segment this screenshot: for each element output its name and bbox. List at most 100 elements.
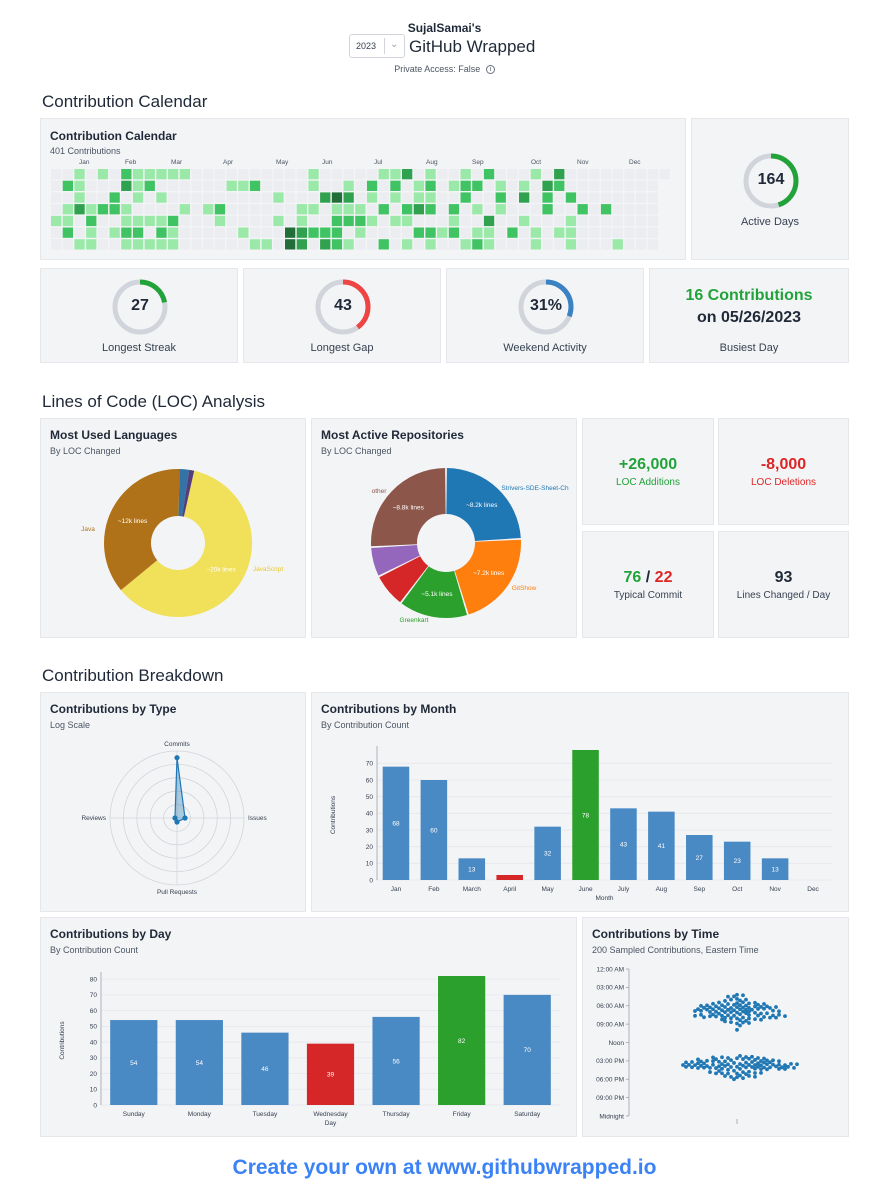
calendar-day-cell[interactable] <box>589 192 600 203</box>
time-sample-point[interactable] <box>717 1059 721 1064</box>
calendar-day-cell[interactable] <box>378 215 389 227</box>
time-sample-point[interactable] <box>717 1064 721 1069</box>
calendar-day-cell[interactable] <box>507 180 518 191</box>
calendar-day-cell[interactable] <box>413 169 424 180</box>
calendar-day-cell[interactable] <box>144 215 155 227</box>
calendar-day-cell[interactable] <box>647 180 658 191</box>
time-sample-point[interactable] <box>729 1016 733 1021</box>
calendar-day-cell[interactable] <box>156 180 167 191</box>
calendar-day-cell[interactable] <box>425 227 436 238</box>
time-sample-point[interactable] <box>714 1004 718 1009</box>
calendar-day-cell[interactable] <box>109 180 120 191</box>
calendar-day-cell[interactable] <box>320 215 331 227</box>
bar[interactable] <box>648 811 675 880</box>
calendar-day-cell[interactable] <box>437 180 448 191</box>
time-sample-point[interactable] <box>753 1071 757 1075</box>
calendar-day-cell[interactable] <box>589 180 600 191</box>
time-sample-point[interactable] <box>726 1007 730 1012</box>
bar[interactable] <box>438 976 486 1105</box>
time-sample-point[interactable] <box>753 1017 757 1022</box>
calendar-day-cell[interactable] <box>343 169 354 180</box>
calendar-day-cell[interactable] <box>519 215 530 227</box>
time-sample-point[interactable] <box>735 1016 739 1021</box>
radar-point[interactable] <box>182 815 188 821</box>
calendar-day-cell[interactable] <box>425 169 436 180</box>
calendar-day-cell[interactable] <box>390 204 401 215</box>
calendar-day-cell[interactable] <box>530 169 541 180</box>
calendar-day-cell[interactable] <box>355 239 366 250</box>
calendar-day-cell[interactable] <box>179 227 190 238</box>
time-sample-point[interactable] <box>735 992 739 997</box>
calendar-day-cell[interactable] <box>565 192 577 203</box>
time-sample-point[interactable] <box>762 1002 766 1006</box>
calendar-day-cell[interactable] <box>74 169 85 180</box>
time-sample-point[interactable] <box>723 1005 727 1009</box>
time-sample-point[interactable] <box>720 1017 724 1022</box>
time-sample-point[interactable] <box>771 1058 775 1063</box>
time-sample-point[interactable] <box>744 1018 748 1023</box>
calendar-day-cell[interactable] <box>308 180 319 191</box>
calendar-day-cell[interactable] <box>460 215 471 227</box>
time-sample-point[interactable] <box>741 1063 745 1068</box>
calendar-day-cell[interactable] <box>121 180 132 191</box>
calendar-day-cell[interactable] <box>402 215 413 227</box>
calendar-day-cell[interactable] <box>320 180 331 191</box>
calendar-day-cell[interactable] <box>62 239 73 250</box>
calendar-day-cell[interactable] <box>168 215 179 227</box>
calendar-day-cell[interactable] <box>62 169 73 180</box>
time-sample-point[interactable] <box>735 1064 739 1069</box>
calendar-day-cell[interactable] <box>554 180 565 191</box>
calendar-day-cell[interactable] <box>355 227 366 238</box>
time-sample-point[interactable] <box>759 1067 763 1072</box>
calendar-day-cell[interactable] <box>273 192 284 203</box>
calendar-day-cell[interactable] <box>460 180 471 191</box>
donut-slice[interactable] <box>371 468 446 547</box>
calendar-day-cell[interactable] <box>483 239 495 250</box>
time-sample-point[interactable] <box>729 1020 733 1025</box>
calendar-day-cell[interactable] <box>132 239 144 250</box>
calendar-day-cell[interactable] <box>249 239 261 250</box>
calendar-day-cell[interactable] <box>565 239 577 250</box>
calendar-day-cell[interactable] <box>121 239 132 250</box>
calendar-day-cell[interactable] <box>249 169 261 180</box>
calendar-day-cell[interactable] <box>226 227 237 238</box>
bar[interactable] <box>496 875 523 880</box>
time-sample-point[interactable] <box>768 1015 772 1020</box>
time-sample-point[interactable] <box>753 1000 757 1005</box>
calendar-day-cell[interactable] <box>589 169 600 180</box>
time-sample-point[interactable] <box>702 1005 706 1010</box>
time-sample-point[interactable] <box>726 1071 730 1076</box>
calendar-day-cell[interactable] <box>366 192 378 203</box>
time-sample-point[interactable] <box>753 1066 757 1071</box>
calendar-day-cell[interactable] <box>331 227 343 238</box>
calendar-day-cell[interactable] <box>261 239 272 250</box>
time-sample-point[interactable] <box>780 1065 784 1070</box>
calendar-day-cell[interactable] <box>109 239 120 250</box>
calendar-day-cell[interactable] <box>624 180 635 191</box>
time-sample-point[interactable] <box>759 1063 763 1068</box>
calendar-day-cell[interactable] <box>472 227 483 238</box>
time-sample-point[interactable] <box>696 1057 700 1062</box>
calendar-day-cell[interactable] <box>483 227 495 238</box>
calendar-day-cell[interactable] <box>191 180 202 191</box>
calendar-day-cell[interactable] <box>144 227 155 238</box>
calendar-day-cell[interactable] <box>320 239 331 250</box>
time-sample-point[interactable] <box>729 1010 733 1015</box>
donut-slice[interactable] <box>103 469 180 591</box>
calendar-day-cell[interactable] <box>600 204 612 215</box>
donut-slice[interactable] <box>371 544 420 576</box>
calendar-day-cell[interactable] <box>472 192 483 203</box>
time-sample-point[interactable] <box>741 1070 745 1075</box>
time-sample-point[interactable] <box>705 1007 709 1012</box>
time-sample-point[interactable] <box>765 1062 769 1067</box>
calendar-day-cell[interactable] <box>507 239 518 250</box>
calendar-day-cell[interactable] <box>390 192 401 203</box>
calendar-day-cell[interactable] <box>519 192 530 203</box>
calendar-day-cell[interactable] <box>577 204 588 215</box>
bar[interactable] <box>572 750 599 880</box>
donut-slice[interactable] <box>178 469 190 517</box>
calendar-day-cell[interactable] <box>238 192 249 203</box>
calendar-day-cell[interactable] <box>390 215 401 227</box>
time-sample-point[interactable] <box>735 996 739 1001</box>
calendar-day-cell[interactable] <box>273 204 284 215</box>
